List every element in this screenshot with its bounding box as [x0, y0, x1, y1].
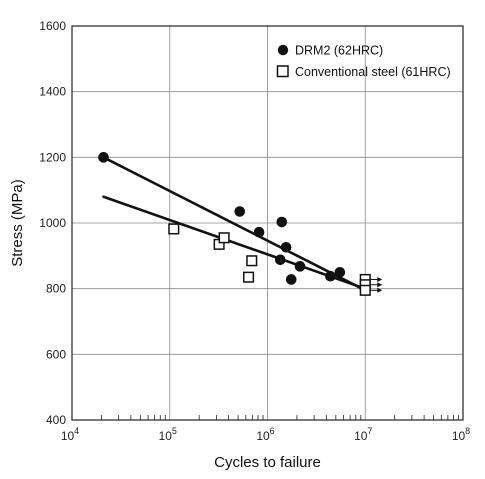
y-axis-title: Stress (MPa) [9, 179, 26, 267]
y-tick-label: 1000 [39, 216, 66, 230]
x-tick-label: 107 [354, 426, 372, 443]
legend-marker-drm2 [277, 44, 289, 56]
runout-arrows [370, 276, 383, 293]
point-conventional [359, 284, 371, 296]
fit-line-conventional [102, 195, 367, 290]
plot-frame [71, 25, 464, 421]
y-tick-label: 600 [46, 347, 66, 361]
legend-label-drm2: DRM2 (62HRC) [295, 44, 383, 58]
point-drm2 [234, 206, 246, 217]
point-conventional [243, 271, 255, 283]
legend: DRM2 (62HRC) Conventional steel (61HRC) [276, 44, 451, 79]
x-tick-label: 108 [452, 426, 470, 443]
y-tick-label: 1400 [39, 85, 66, 99]
point-drm2 [325, 270, 336, 282]
point-conventional [246, 255, 258, 267]
point-drm2 [294, 261, 306, 272]
point-drm2 [276, 216, 288, 228]
fit-lines [102, 156, 367, 292]
x-tick-labels: 104 105 106 107 108 [61, 426, 470, 443]
point-drm2 [285, 274, 297, 285]
y-tick-label: 800 [46, 282, 66, 296]
runout-arrow-head [377, 276, 383, 282]
point-drm2 [253, 226, 265, 238]
runout-arrow-head [377, 282, 383, 288]
legend-label-conventional: Conventional steel (61HRC) [295, 65, 451, 79]
x-axis-title: Cycles to failure [214, 454, 321, 471]
x-tick-label: 104 [61, 426, 79, 443]
x-tick-label: 105 [159, 426, 177, 443]
x-tick-label: 106 [256, 426, 274, 443]
point-drm2 [334, 266, 346, 278]
point-drm2 [98, 152, 109, 163]
legend-marker-conventional [276, 65, 289, 78]
data-markers [98, 152, 371, 296]
y-tick-label: 1200 [39, 150, 66, 164]
y-tick-label: 400 [46, 413, 66, 427]
grid-lines [72, 26, 463, 420]
point-conventional [168, 223, 180, 235]
x-minor-ticks [101, 415, 459, 420]
fit-line-drm2 [102, 156, 367, 292]
point-drm2 [274, 254, 286, 266]
y-tick-label: 1600 [39, 19, 66, 33]
y-tick-labels: 400 600 800 1000 1200 1400 1600 [39, 19, 66, 427]
runout-arrow-head [377, 287, 383, 293]
point-conventional [218, 232, 230, 244]
point-drm2 [280, 241, 292, 253]
